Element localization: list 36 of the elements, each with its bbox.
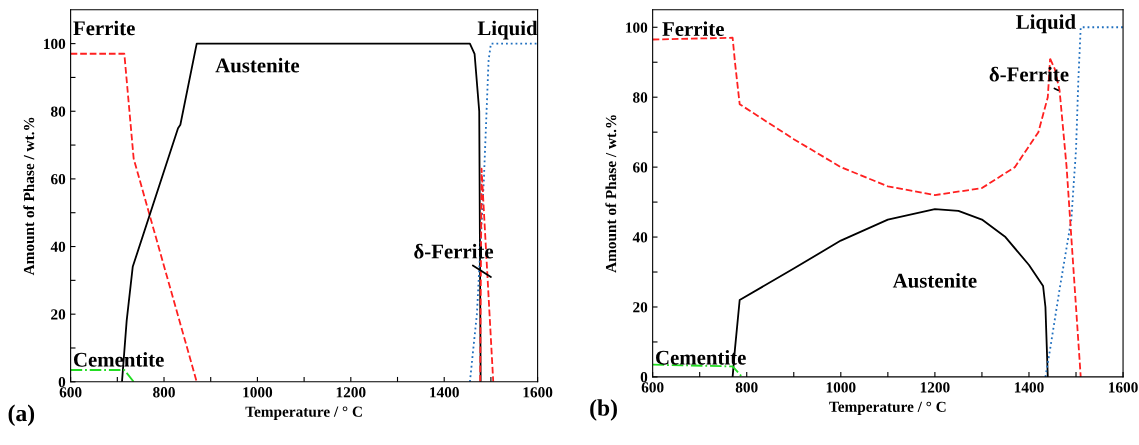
x-tick-label: 1200 xyxy=(336,387,366,398)
series-label: Ferrite xyxy=(73,20,135,36)
text: (a) xyxy=(8,404,35,426)
series-label: Liquid xyxy=(1016,14,1076,34)
y-axis-title: Amount of Phase / wt.% xyxy=(605,115,617,273)
x-tick-label: 1400 xyxy=(430,387,459,398)
text: (b) xyxy=(590,399,617,421)
text: Austenite xyxy=(892,273,977,288)
x-tick-label: 1200 xyxy=(920,382,950,393)
y-tick-label: 60 xyxy=(51,174,66,185)
x-tick-label: 1600 xyxy=(523,387,553,398)
y-tick-label: 0 xyxy=(58,376,66,388)
series-label: δ-Ferrite xyxy=(989,66,1069,82)
x-tick-label: 1000 xyxy=(243,387,273,398)
x-tick-label: 600 xyxy=(641,382,664,393)
x-tick-label: 1000 xyxy=(826,382,856,393)
y-tick-label: 20 xyxy=(633,302,648,313)
y-axis-title: Amount of Phase / wt.% xyxy=(23,117,35,276)
y-tick-label: 0 xyxy=(640,372,648,383)
y-tick-label: 40 xyxy=(632,232,648,243)
y-tick-label: 60 xyxy=(633,162,648,173)
y-tick-label: 80 xyxy=(50,106,66,117)
x-tick-label: 800 xyxy=(153,387,175,398)
y-tick-label: 100 xyxy=(44,38,66,50)
x-tick-label: 800 xyxy=(735,382,758,393)
series-label: Austenite xyxy=(215,57,300,73)
y-tick-label: 100 xyxy=(626,22,648,33)
series-label: Ferrite xyxy=(662,21,724,36)
x-axis-title: Temperature / ° C xyxy=(829,401,946,416)
y-tick-label: 80 xyxy=(633,92,648,103)
x-tick-label: 1600 xyxy=(1109,382,1138,393)
y-tick-label: 20 xyxy=(51,309,66,320)
y-tick-label: 40 xyxy=(50,241,66,252)
x-tick-label: 600 xyxy=(59,387,82,398)
x-axis-title: Temperature / ° C xyxy=(245,406,362,420)
x-tick-label: 1400 xyxy=(1014,382,1044,393)
